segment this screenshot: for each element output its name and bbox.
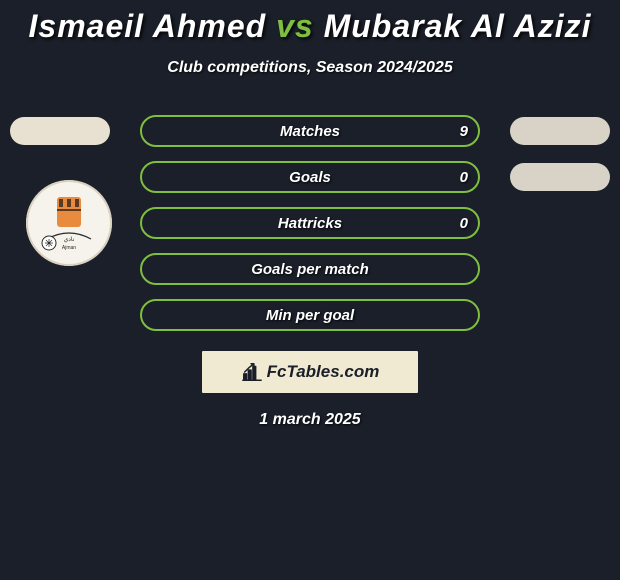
club-badge-icon: نادي Ajman [37, 191, 101, 255]
stat-row: Min per goal [0, 299, 620, 333]
stat-value: 0 [460, 169, 468, 186]
player1-club-badge: نادي Ajman [26, 180, 112, 266]
brand-label: FcTables.com [267, 362, 380, 382]
stat-label: Min per goal [266, 307, 354, 324]
stat-bar: Goals per match [140, 253, 480, 285]
stat-value: 0 [460, 215, 468, 232]
stat-label: Goals per match [251, 261, 369, 278]
stat-bar: Goals 0 [140, 161, 480, 193]
player2-name: Mubarak Al Azizi [324, 8, 592, 44]
subtitle: Club competitions, Season 2024/2025 [0, 59, 620, 77]
stat-label: Goals [289, 169, 331, 186]
brand-text: FcTables.com [241, 361, 380, 383]
player2-value-pill [510, 117, 610, 145]
page-title: Ismaeil Ahmed vs Mubarak Al Azizi [0, 0, 620, 45]
chart-icon [241, 361, 263, 383]
player1-value-pill [10, 117, 110, 145]
stat-bar: Min per goal [140, 299, 480, 331]
svg-text:Ajman: Ajman [62, 245, 76, 251]
stat-bar: Matches 9 [140, 115, 480, 147]
vs-text: vs [276, 8, 314, 44]
brand-badge: FcTables.com [202, 351, 418, 393]
date-label: 1 march 2025 [0, 411, 620, 429]
player1-name: Ismaeil Ahmed [29, 8, 267, 44]
stat-label: Matches [280, 123, 340, 140]
svg-text:نادي: نادي [64, 236, 75, 243]
player2-value-pill [510, 163, 610, 191]
comparison-infographic: Ismaeil Ahmed vs Mubarak Al Azizi Club c… [0, 0, 620, 580]
stat-label: Hattricks [278, 215, 342, 232]
stat-bar: Hattricks 0 [140, 207, 480, 239]
stat-value: 9 [460, 123, 468, 140]
stat-row: Matches 9 [0, 115, 620, 149]
